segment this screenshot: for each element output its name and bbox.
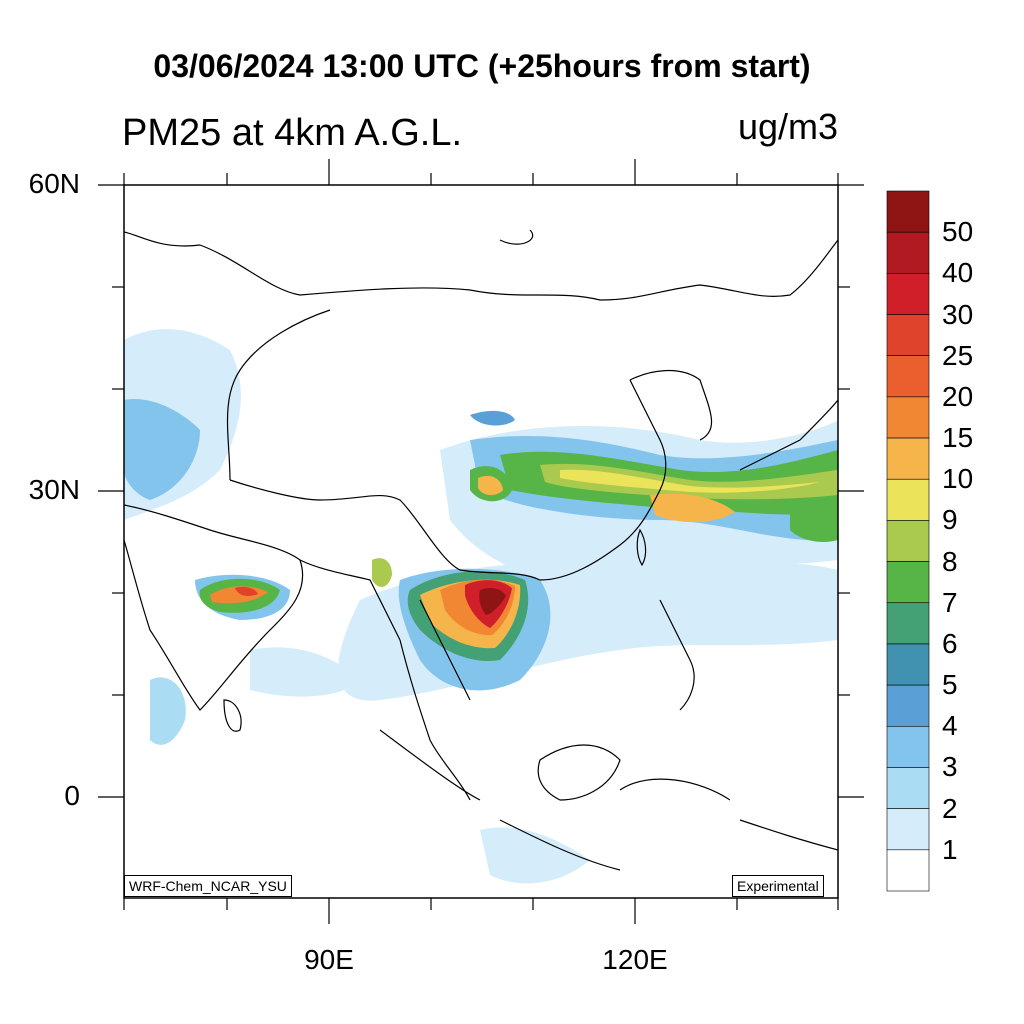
plume-india-coast <box>150 677 186 745</box>
legend-swatch <box>886 767 930 809</box>
legend-swatch <box>886 808 930 851</box>
legend-colorbar <box>886 190 930 892</box>
legend-label: 3 <box>942 751 958 783</box>
concentration-field <box>124 329 838 884</box>
legend-swatch <box>886 561 930 604</box>
legend-label: 50 <box>942 216 974 248</box>
legend-label: 30 <box>942 298 974 330</box>
map-frame <box>123 184 839 899</box>
legend-swatch <box>886 725 930 768</box>
axis-ticks <box>98 159 864 924</box>
legend-swatch <box>886 520 930 562</box>
legend-label: 8 <box>942 545 958 577</box>
lon-label-120e: 120E <box>602 944 668 975</box>
legend-swatch <box>886 314 930 357</box>
experimental-tag: Experimental <box>732 875 824 897</box>
legend-label: 15 <box>942 422 974 454</box>
model-credit: WRF-Chem_NCAR_YSU <box>124 875 292 897</box>
legend-label: 40 <box>942 257 974 289</box>
legend-swatch <box>886 396 930 439</box>
legend-label: 20 <box>942 380 974 412</box>
legend-label: 10 <box>942 463 974 495</box>
plume-taiwan-band <box>650 493 735 523</box>
plume-japan-band <box>790 499 838 542</box>
lat-label-0: 0 <box>64 780 80 811</box>
legend-label: 4 <box>942 710 958 742</box>
legend-swatch <box>886 273 930 315</box>
legend-swatch <box>886 602 930 645</box>
legend-swatch <box>886 190 930 233</box>
lon-label-90e: 90E <box>304 944 354 975</box>
lat-label-60n: 60N <box>28 168 80 199</box>
lat-label-30n: 30N <box>28 474 80 505</box>
legend-label: 6 <box>942 627 958 659</box>
plume-indochina-darkred <box>479 588 506 615</box>
variable-subtitle: PM25 at 4km A.G.L. <box>122 112 463 154</box>
legend-label: 9 <box>942 504 958 536</box>
legend-label: 5 <box>942 669 958 701</box>
plume-sichuan-core <box>478 475 503 496</box>
legend-label: 25 <box>942 339 974 371</box>
plume-india-core2 <box>235 586 258 596</box>
legend-label: 1 <box>942 833 958 865</box>
chart-title: 03/06/2024 13:00 UTC (+25hours from star… <box>153 48 811 84</box>
coastlines <box>124 229 838 871</box>
plume-west-mid <box>124 399 200 500</box>
legend-swatch <box>886 231 930 274</box>
legend-label: 2 <box>942 792 958 824</box>
legend-label: 7 <box>942 586 958 618</box>
plume-indonesia <box>480 827 590 884</box>
plume-east-china-light <box>560 469 820 493</box>
legend-swatch <box>886 849 930 892</box>
legend-swatch <box>886 684 930 727</box>
legend-swatch <box>886 437 930 480</box>
legend-swatch <box>886 355 930 398</box>
plume-bangladesh <box>372 558 392 587</box>
plume-north-china-blob <box>470 410 515 426</box>
plume-bay-of-bengal <box>250 647 360 697</box>
units-label: ug/m3 <box>737 106 838 147</box>
legend-swatch <box>886 643 930 686</box>
legend-swatch <box>886 478 930 521</box>
